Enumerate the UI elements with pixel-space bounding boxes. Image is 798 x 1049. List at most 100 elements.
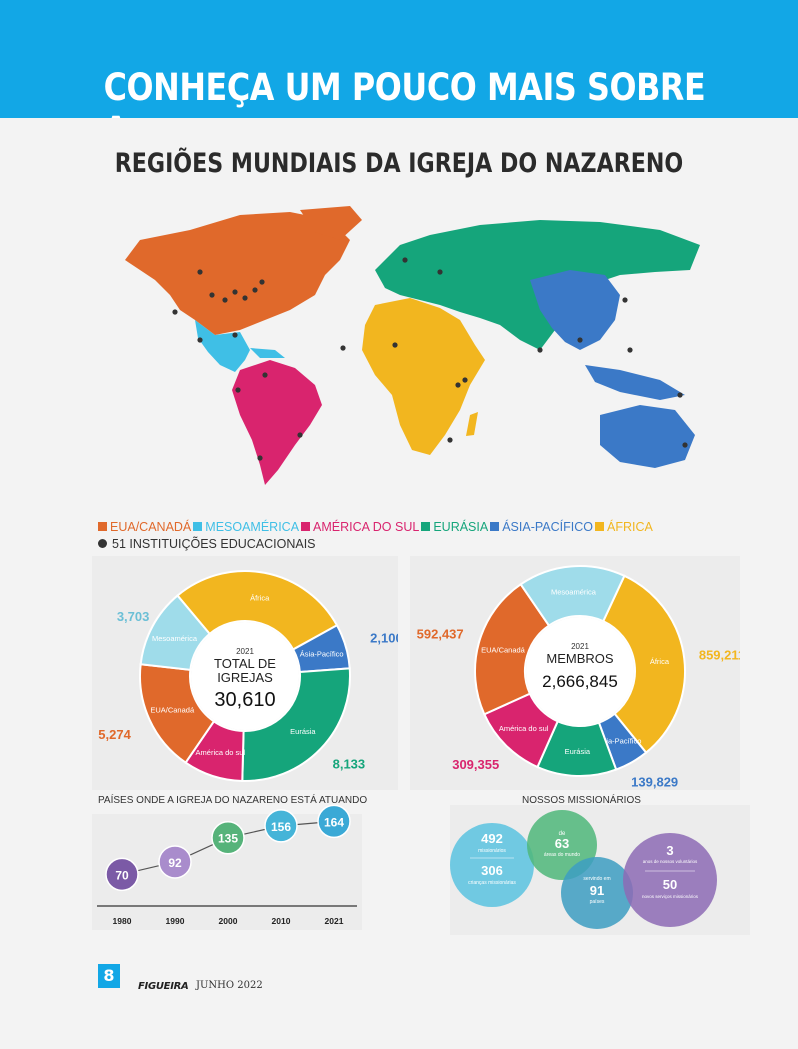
children-count: 306 <box>481 863 503 878</box>
new-services-count: 50 <box>663 877 677 892</box>
donut-center <box>526 617 634 725</box>
slice-value-label: 859,211 <box>699 648 740 663</box>
timeline-year: 1990 <box>166 916 185 926</box>
countries-count: 91 <box>590 883 604 898</box>
slice-value-label: 592,437 <box>417 627 464 642</box>
top-banner: CONHEÇA UM POUCO MAIS SOBRE A <box>0 0 798 152</box>
slice-value-label: 8,599 <box>262 556 295 557</box>
donut-slice <box>519 565 626 627</box>
legend-item: EUA/CANADÁ <box>98 519 191 536</box>
donut-center-label: IGREJAS <box>217 670 273 685</box>
slice-value-label: 2,100 <box>370 631 398 646</box>
volunteers-bubble <box>623 833 717 927</box>
legend-label: MESOAMÉRICA <box>205 520 300 534</box>
legend-swatch-icon <box>490 522 500 531</box>
donut-slice <box>601 574 686 754</box>
donut-slice <box>474 582 551 716</box>
donut-slice <box>139 594 212 671</box>
slice-name-label: África <box>650 657 670 666</box>
legend-item: MESOAMÉRICA <box>193 519 299 536</box>
donut-year: 2021 <box>571 642 589 651</box>
magazine-brand: FIGUEIRA <box>138 981 189 992</box>
new-services-label: novos serviços missionários <box>642 894 699 899</box>
slice-name-label: Ásia-Pacífico <box>300 649 344 658</box>
region-madagascar <box>466 412 478 436</box>
slice-value-label: 139,829 <box>631 774 678 789</box>
missionaries-label: missionários <box>478 848 506 854</box>
legend-item: ÁSIA-PACÍFICO <box>490 519 593 536</box>
timeline-value: 164 <box>324 815 344 829</box>
timeline-point <box>105 857 139 892</box>
slice-value-label: 3,703 <box>117 609 150 624</box>
volunteer-years: 3 <box>666 843 673 858</box>
donut-center-label: TOTAL DE <box>214 656 276 671</box>
slice-name-label: África <box>250 593 270 602</box>
region-eua-canada <box>125 212 350 335</box>
slice-value-label: 309,355 <box>452 757 499 772</box>
areas-pre: de <box>559 831 566 837</box>
legend-swatch-icon <box>98 522 107 531</box>
churches-donut-chart: África 8,599 Ásia-Pacífico 2,100 Eurásia 8,13… <box>98 556 398 790</box>
areas-label: áreas do mundo <box>544 852 580 858</box>
slice-name-label: Eurásia <box>290 727 316 736</box>
timeline-point <box>317 804 351 839</box>
timeline-point <box>158 845 192 879</box>
legend-label: ÁFRICA <box>606 520 653 534</box>
legend-swatch-icon <box>421 522 431 531</box>
institution-dots <box>172 257 688 461</box>
legend-item: EURÁSIA <box>421 519 488 536</box>
donut-slice <box>241 667 351 782</box>
missionaries-bubbles: 492 missionários 306 crianças missionári… <box>450 805 750 935</box>
areas-count: 63 <box>555 836 569 851</box>
slice-name-label: EUA/Canadá <box>481 645 526 654</box>
timeline-value: 156 <box>271 820 291 834</box>
page-number: 8 <box>98 964 120 988</box>
legend-swatch-icon <box>301 522 311 531</box>
slice-name-label: Mesoamérica <box>152 634 198 643</box>
donut-total: 2,666,845 <box>542 672 618 691</box>
timeline-year: 2021 <box>325 916 344 926</box>
legend-label: AMÉRICA DO SUL <box>313 520 420 534</box>
volunteer-years-label: anos de nossos voluntários <box>643 859 698 864</box>
slice-value-label: 5,274 <box>98 727 131 742</box>
slice-name-label: Eurásia <box>565 747 591 756</box>
members-donut-chart: África 859,211 Ásia-Pacífico 139,829 Eurásia… <box>417 565 740 789</box>
legend-item: AMÉRICA DO SUL <box>301 519 419 536</box>
issue-date: JUNHO 2022 <box>196 980 263 991</box>
slice-name-label: América do sul <box>196 748 246 757</box>
missionaries-title: NOSSOS MISSIONÁRIOS <box>522 795 641 806</box>
countries-label: países <box>590 899 605 905</box>
region-asia-pacifico <box>530 270 620 350</box>
region-australia <box>600 405 695 468</box>
donut-slice <box>176 570 339 651</box>
legend-institutions: 51 INSTITUIÇÕES EDUCACIONAIS <box>98 536 718 553</box>
legend-label: ÁSIA-PACÍFICO <box>502 520 593 534</box>
region-caribbean <box>250 348 285 358</box>
region-asia-islands <box>585 365 685 400</box>
donut-year: 2021 <box>236 647 254 656</box>
slice-name-label: América do sul <box>499 724 549 733</box>
timeline-value: 92 <box>168 856 182 870</box>
map-legend: EUA/CANADÁ MESOAMÉRICA AMÉRICA DO SUL EURÁS… <box>98 519 718 553</box>
donut-center <box>191 622 299 730</box>
slice-name-label: EUA/Canadá <box>150 705 195 714</box>
donut-total: 30,610 <box>214 689 275 711</box>
legend-swatch-icon <box>594 522 604 531</box>
timeline-year: 2000 <box>219 916 238 926</box>
banner-title: CONHEÇA UM POUCO MAIS SOBRE A <box>103 66 706 152</box>
slice-value-label: 8,133 <box>333 757 366 772</box>
legend-item: ÁFRICA <box>594 519 653 536</box>
slice-name-label: Ásia-Pacífico <box>598 737 642 746</box>
countries-timeline-chart: 70 1980 92 1990 135 2000 156 2010 164 2021 <box>92 804 362 930</box>
countries-pre: servindo em <box>583 876 610 882</box>
children-label: crianças missionárias <box>468 880 516 886</box>
slice-name-label: Mesoamérica <box>551 587 597 596</box>
timeline-value: 70 <box>115 868 129 882</box>
region-africa <box>362 298 485 455</box>
timeline-point <box>211 820 245 855</box>
countries-bubble <box>561 857 633 929</box>
countries-chart-title: PAÍSES ONDE A IGREJA DO NAZARENO ESTÁ AT… <box>98 795 368 806</box>
legend-label: EUA/CANADÁ <box>110 520 192 534</box>
region-greenland <box>300 206 362 240</box>
